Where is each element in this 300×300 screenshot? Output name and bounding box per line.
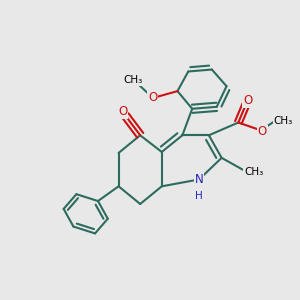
Text: O: O	[243, 94, 252, 107]
Text: N: N	[195, 173, 203, 186]
Text: O: O	[258, 125, 267, 138]
Text: CH₃: CH₃	[244, 167, 263, 177]
Text: O: O	[118, 105, 127, 118]
Text: H: H	[195, 190, 203, 201]
Text: CH₃: CH₃	[273, 116, 292, 126]
Text: CH₃: CH₃	[123, 75, 142, 85]
Text: O: O	[148, 92, 158, 104]
